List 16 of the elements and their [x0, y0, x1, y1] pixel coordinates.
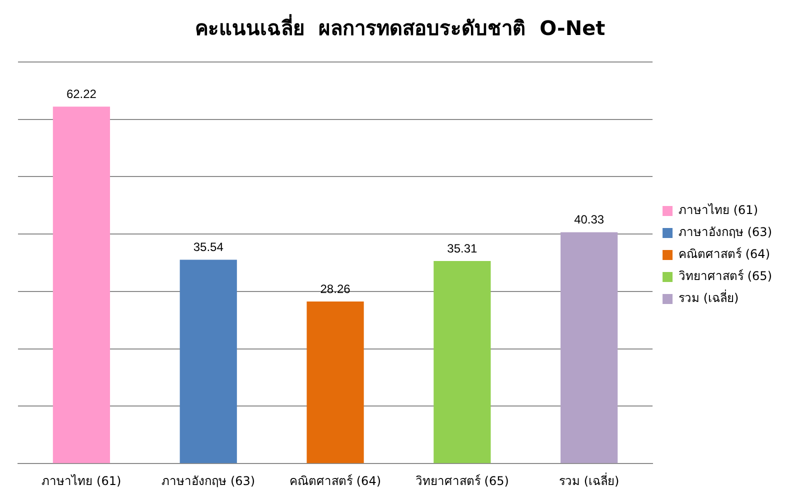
- data-label: 62.22: [66, 86, 97, 101]
- chart-title: คะแนนเฉลี่ย ผลการทดสอบระดับชาติ O-Net: [194, 13, 606, 40]
- legend-label: รวม (เฉลี่ย): [678, 289, 739, 306]
- data-label: 28.26: [320, 282, 351, 296]
- x-tick-label: รวม (เฉลี่ย): [559, 472, 620, 488]
- x-tick-label: ภาษาอังกฤษ (63): [162, 474, 256, 488]
- x-tick-label: วิทยาศาสตร์ (65): [415, 474, 509, 488]
- x-tick-label: คณิตศาสตร์ (64): [290, 474, 382, 488]
- legend-label: ภาษาอังกฤษ (63): [678, 225, 772, 240]
- data-label: 35.31: [447, 241, 478, 256]
- legend-label: วิทยาศาสตร์ (65): [678, 269, 772, 284]
- data-label: 35.54: [193, 240, 224, 254]
- legend-label: คณิตศาสตร์ (64): [678, 247, 770, 262]
- legend-label: ภาษาไทย (61): [678, 203, 758, 218]
- data-label: 40.33: [574, 212, 604, 227]
- x-tick-label: ภาษาไทย (61): [42, 474, 122, 488]
